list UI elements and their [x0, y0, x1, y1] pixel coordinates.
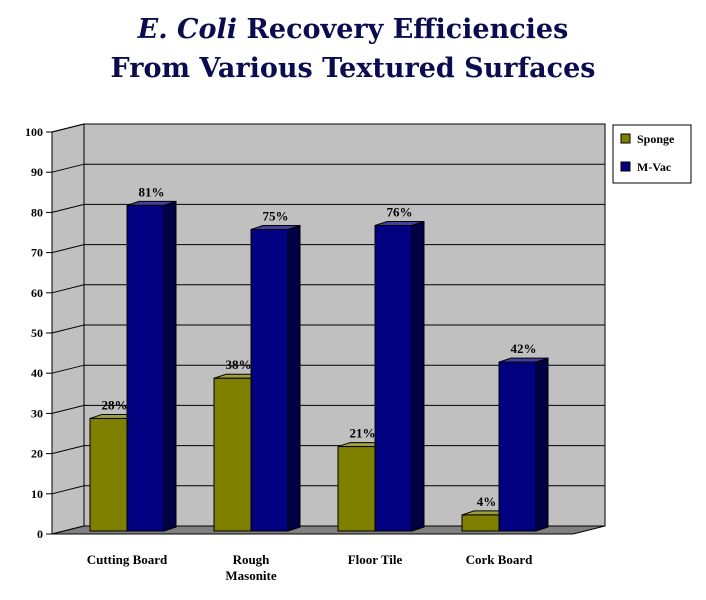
y-tick-label: 70 [31, 246, 43, 260]
data-label: 81% [139, 184, 165, 199]
chart-title-rest: Recovery Efficiencies [237, 14, 569, 45]
x-tick-label: Cutting Board [87, 552, 168, 567]
data-label: 21% [350, 426, 376, 441]
gridline [51, 485, 605, 495]
gridline [51, 324, 605, 334]
bar-sponge [461, 514, 500, 532]
y-tick-label: 100 [25, 125, 43, 139]
bar-m-vac [126, 204, 165, 532]
x-tick-label-line: Cutting Board [87, 552, 168, 567]
y-tick-label: 60 [31, 286, 43, 300]
legend-label: M-Vac [637, 160, 672, 174]
bar-sponge [213, 377, 252, 532]
x-tick-label-line: Floor Tile [348, 552, 403, 567]
gridline [51, 163, 605, 173]
gridline [51, 445, 605, 455]
y-tick-label: 30 [31, 406, 43, 420]
y-tick-label: 20 [31, 447, 43, 461]
bar-side [163, 200, 177, 532]
legend-swatch [620, 133, 631, 144]
gridline [51, 123, 605, 133]
gridline [51, 364, 605, 374]
y-tick-label: 90 [31, 165, 43, 179]
data-label: 75% [263, 209, 289, 224]
chart-title-italic: E. Coli [137, 14, 238, 45]
gridline [51, 284, 605, 294]
y-tick-label: 80 [31, 205, 43, 219]
x-tick-label: Cork Board [466, 552, 534, 567]
gridline [51, 404, 605, 414]
gridline [51, 244, 605, 254]
bar-side [287, 224, 301, 532]
bar-side [411, 220, 425, 532]
x-tick-label-line: Cork Board [466, 552, 534, 567]
chart-title-line2: From Various Textured Surfaces [110, 53, 596, 84]
x-tick-label-line: Masonite [225, 568, 277, 583]
data-label: 76% [387, 204, 413, 219]
chart-title-line1: E. Coli Recovery Efficiencies [0, 14, 706, 45]
y-tick-label: 50 [31, 326, 43, 340]
data-label: 42% [511, 341, 537, 356]
x-tick-label-line: Rough [233, 552, 271, 567]
bar-sponge [337, 446, 376, 532]
legend-label: Sponge [637, 132, 675, 146]
x-tick-label: Rough Masonite [225, 552, 277, 583]
bar-m-vac [250, 229, 289, 532]
bar-m-vac [498, 361, 537, 532]
y-tick-label: 10 [31, 487, 43, 501]
data-label: 28% [102, 397, 128, 412]
data-label: 38% [226, 357, 252, 372]
data-label: 4% [477, 494, 497, 509]
y-tick-label: 0 [37, 527, 43, 541]
legend-swatch [620, 161, 631, 172]
bar-sponge [89, 417, 128, 532]
bar-side [535, 357, 549, 532]
y-tick-label: 40 [31, 366, 43, 380]
bar-m-vac [374, 224, 413, 532]
gridline [51, 203, 605, 213]
x-tick-label: Floor Tile [348, 552, 403, 567]
